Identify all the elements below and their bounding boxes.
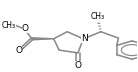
Text: O: O <box>75 61 81 70</box>
Polygon shape <box>32 38 54 40</box>
Text: O: O <box>22 24 29 33</box>
Text: O: O <box>15 46 22 55</box>
Text: CH₃: CH₃ <box>91 12 105 21</box>
Text: N: N <box>81 34 87 43</box>
Text: CH₃: CH₃ <box>2 21 16 30</box>
